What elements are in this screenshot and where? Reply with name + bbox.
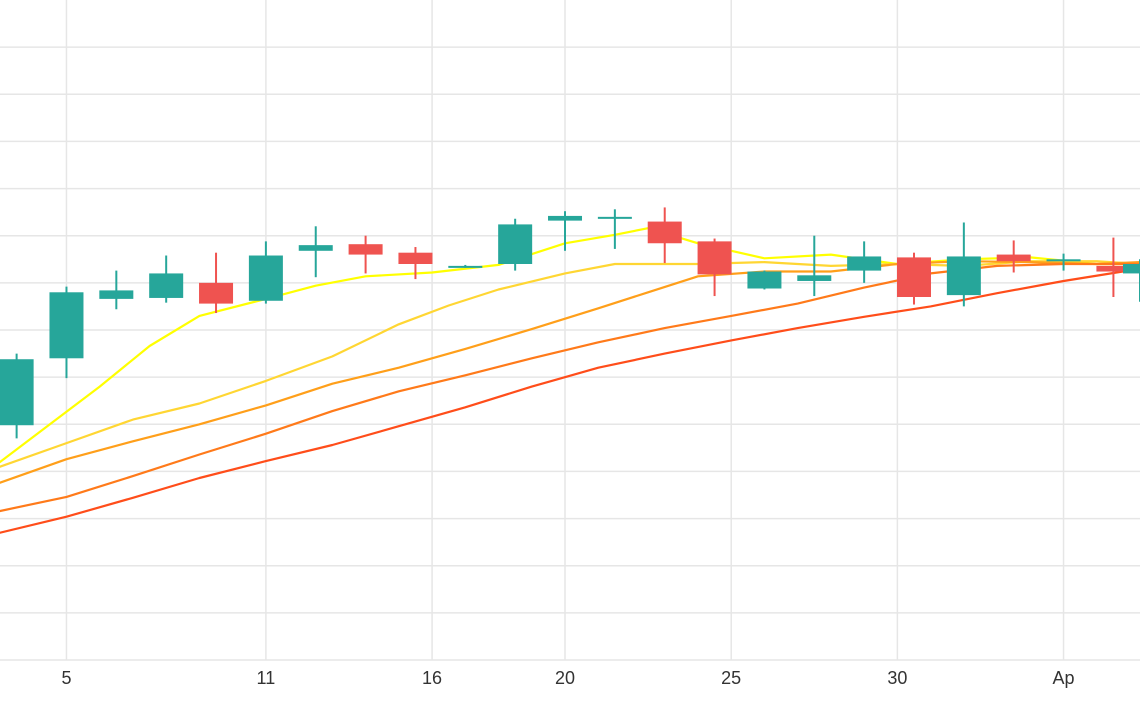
- x-tick-label: 16: [422, 668, 442, 688]
- candle-up: [1123, 259, 1140, 302]
- candle-body: [1123, 264, 1140, 274]
- candle-body: [498, 224, 533, 264]
- candle-body: [896, 257, 931, 297]
- candle-body: [248, 255, 283, 301]
- candle-down: [697, 238, 732, 297]
- candle-down: [896, 252, 931, 305]
- x-tick-label: Ap: [1053, 668, 1075, 688]
- candle-up: [797, 235, 832, 297]
- candle-body: [199, 282, 234, 304]
- x-tick-label: 25: [721, 668, 741, 688]
- candle-up: [149, 255, 184, 303]
- x-tick-label: 20: [555, 668, 575, 688]
- candle-down: [398, 247, 433, 280]
- candle-body: [298, 245, 333, 251]
- candle-body: [946, 256, 981, 296]
- candle-body: [597, 216, 632, 219]
- x-tick-label: 5: [61, 668, 71, 688]
- candle-down: [1096, 237, 1131, 297]
- candle-body: [448, 265, 483, 268]
- candle-down: [199, 252, 234, 314]
- candle-down: [348, 235, 383, 274]
- candle-body: [647, 221, 682, 244]
- horizontal-gridlines: [0, 46, 1140, 614]
- candle-body: [548, 215, 583, 221]
- candle-up: [747, 270, 782, 290]
- candle-body: [697, 241, 732, 275]
- candle-up: [99, 270, 134, 310]
- candle-up: [0, 353, 34, 439]
- candles: [0, 207, 1140, 439]
- candle-up: [597, 209, 632, 249]
- candle-body: [1096, 265, 1131, 272]
- candle-up: [248, 241, 283, 304]
- candle-up: [548, 211, 583, 251]
- candle-body: [398, 252, 433, 264]
- x-axis-ticks: 5 11 16 20 25 30 Ap: [61, 668, 1074, 688]
- candle-up: [448, 264, 483, 268]
- candle-up: [498, 218, 533, 271]
- candle-down: [647, 207, 682, 264]
- candle-body: [348, 244, 383, 255]
- x-tick-label: 30: [887, 668, 907, 688]
- candle-down: [996, 240, 1031, 273]
- candle-body: [0, 359, 34, 426]
- candle-body: [847, 256, 882, 271]
- candle-body: [797, 275, 832, 281]
- moving-average-line: [0, 267, 1140, 534]
- candle-up: [946, 222, 981, 307]
- candle-up: [49, 286, 84, 379]
- candle-up: [298, 226, 333, 278]
- candle-body: [99, 290, 134, 299]
- candle-up: [847, 241, 882, 283]
- candle-body: [149, 273, 184, 298]
- moving-average-line: [0, 262, 1140, 513]
- x-tick-label: 11: [257, 668, 276, 688]
- candle-body: [996, 254, 1031, 262]
- candle-body: [1046, 259, 1081, 262]
- candle-body: [49, 292, 84, 359]
- candle-up: [1046, 253, 1081, 271]
- candle-body: [747, 271, 782, 289]
